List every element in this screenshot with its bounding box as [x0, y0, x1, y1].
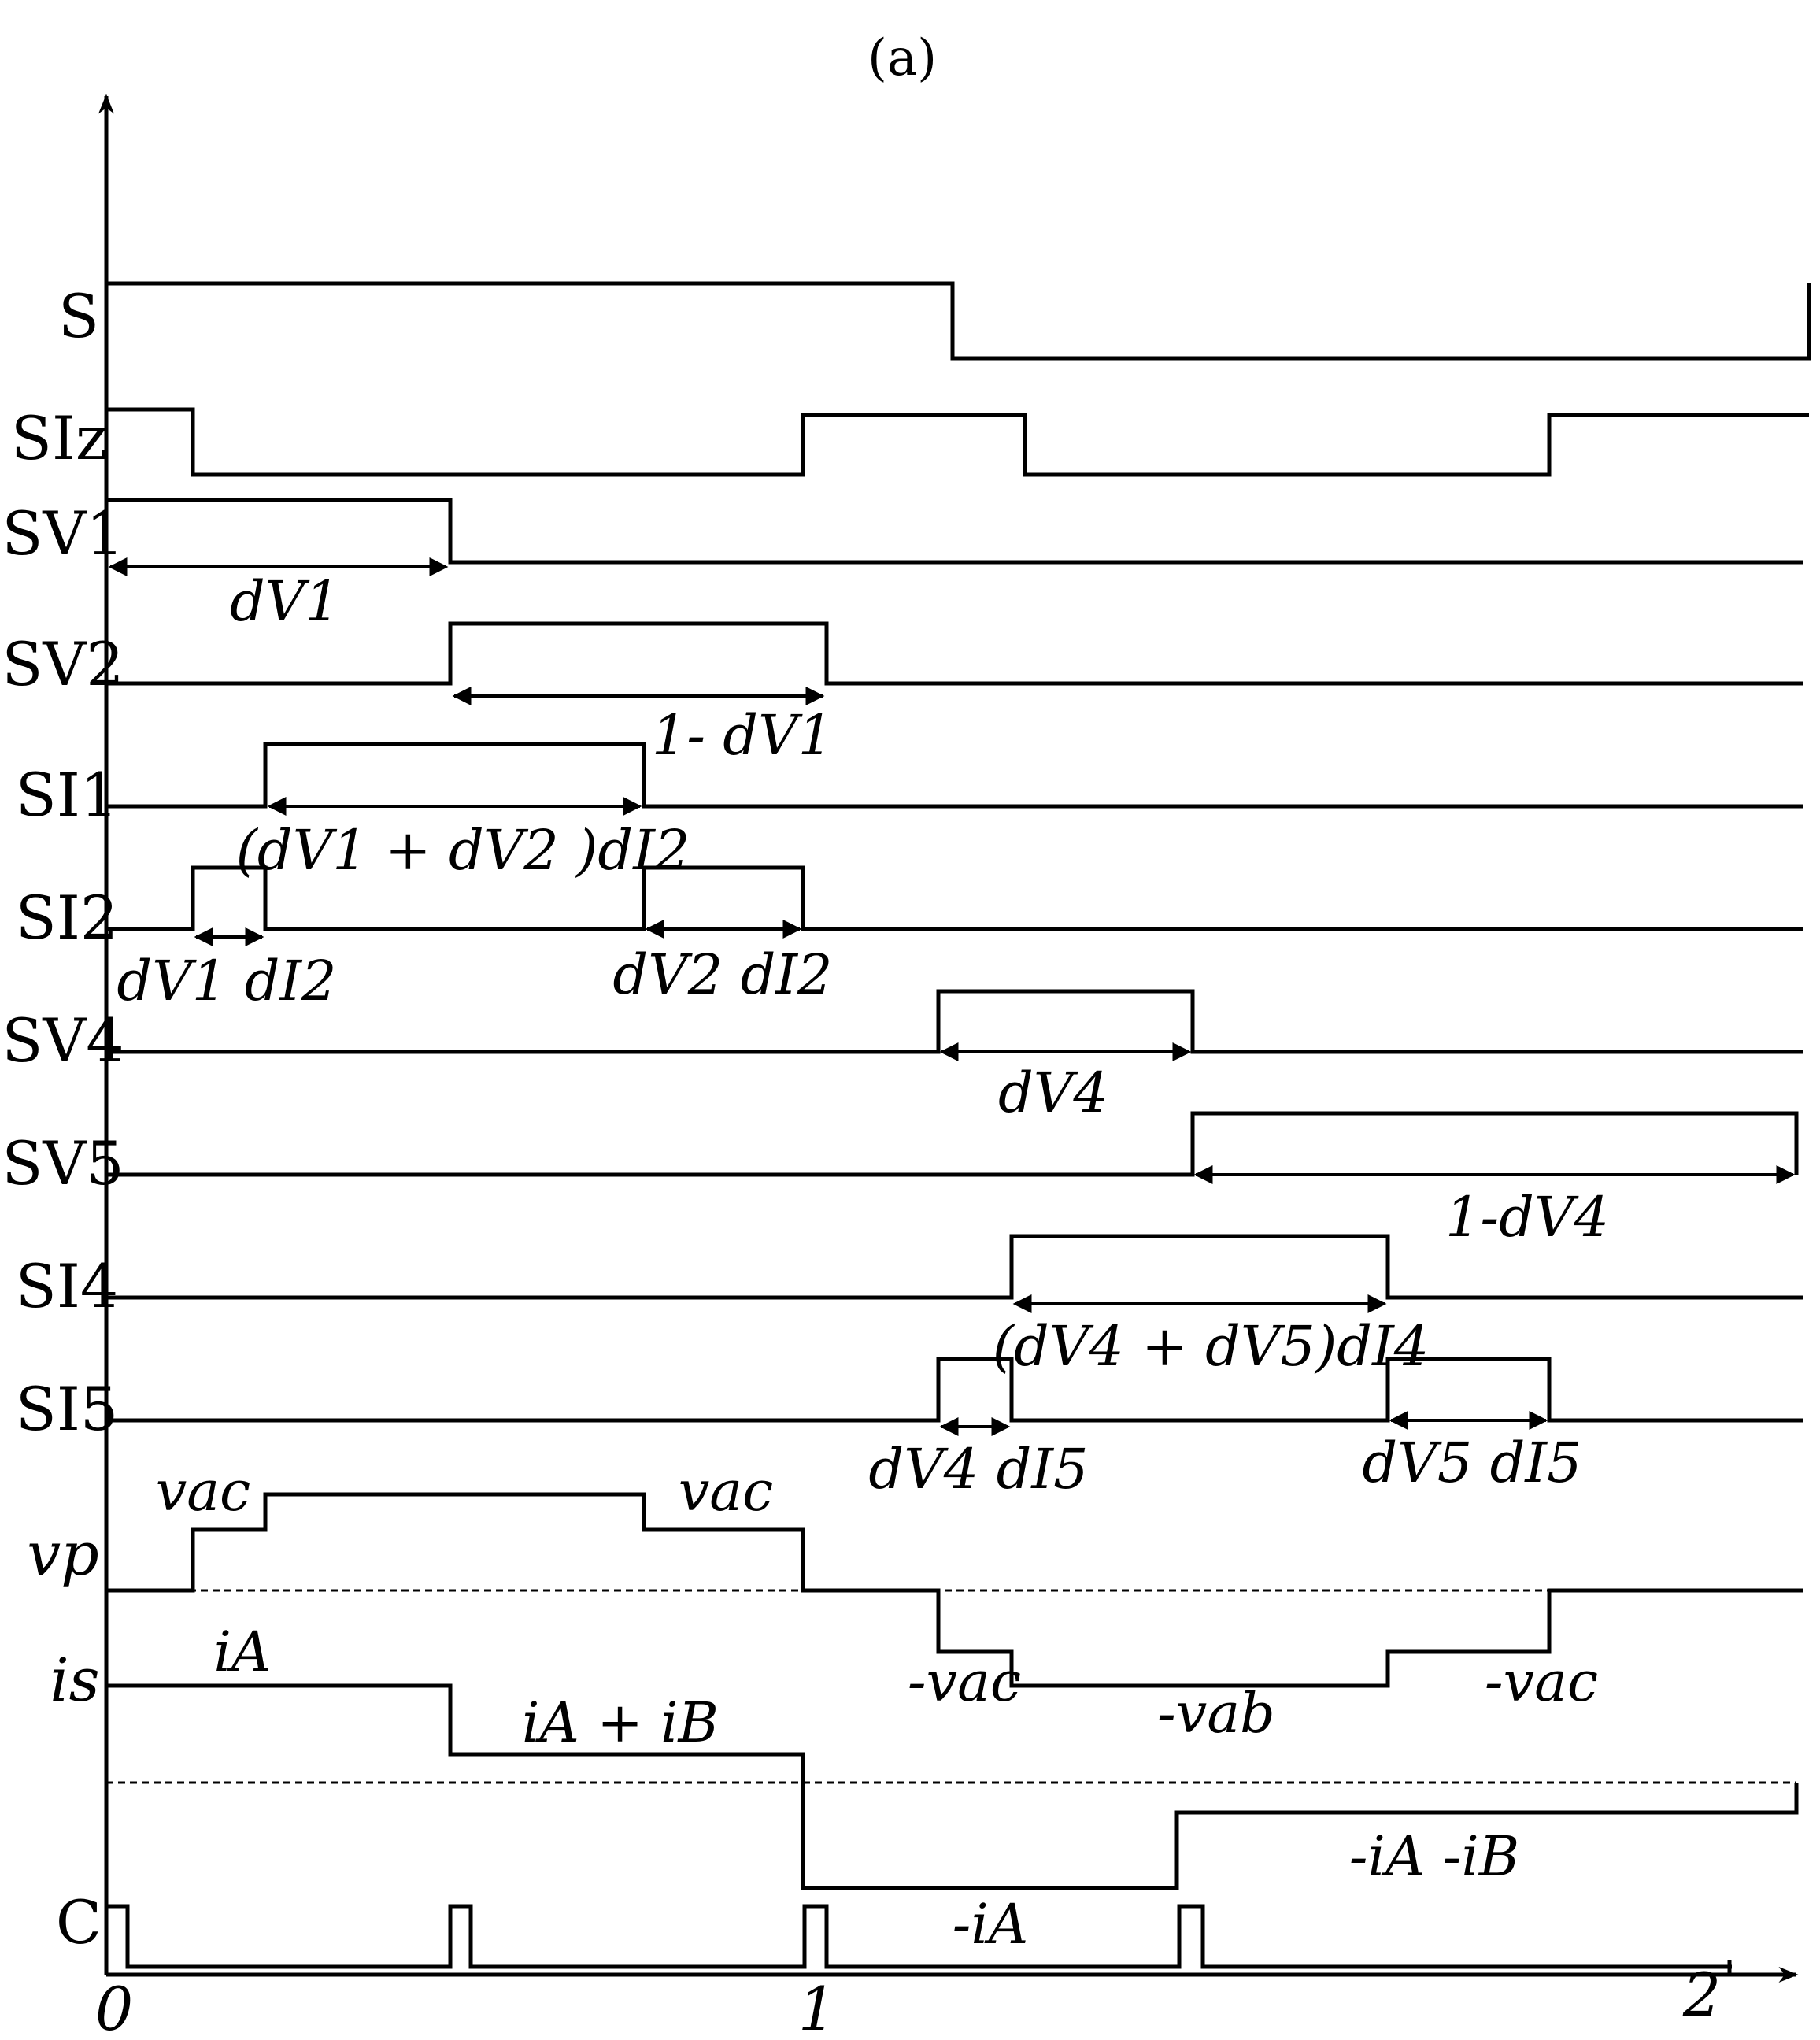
label-neg-iA-neg-iB: -iA -iB [1349, 1824, 1519, 1889]
waveform-SI1 [106, 742, 1803, 809]
label-dV4dI5: dV4 dI5 [868, 1437, 1088, 1501]
tick-label-1: 1 [798, 1974, 836, 2040]
row-label-SI5: SI5 [16, 1374, 118, 1444]
waveform-is [106, 1683, 1799, 1890]
label-dV4: dV4 [998, 1061, 1108, 1125]
row-label-S: S [58, 281, 99, 351]
label-dV2dI2: dV2 dI2 [612, 942, 832, 1007]
row-label-SV5: SV5 [2, 1128, 124, 1198]
waveforms [104, 281, 1811, 1969]
label-neg-iA: -iA [953, 1892, 1029, 1957]
annotations: dV1 1- dV1 (dV1 + dV2 )dI2 dV1 dI2 dV2 d… [117, 569, 1609, 1957]
label-neg-vac-1: -vac [908, 1649, 1021, 1714]
row-label-C: C [56, 1887, 102, 1957]
label-dV4-dV5-dI4: (dV4 + dV5)dI4 [993, 1314, 1430, 1379]
waveform-SV4 [106, 989, 1803, 1054]
label-dV5dI5: dV5 dI5 [1362, 1431, 1581, 1495]
waveform-SV5 [106, 1111, 1799, 1177]
row-label-SI4: SI4 [16, 1251, 118, 1321]
waveform-SI4 [106, 1234, 1803, 1300]
label-vac-2: vac [679, 1459, 773, 1524]
row-label-SV2: SV2 [2, 629, 124, 699]
label-1-minus-dV4: 1-dV4 [1445, 1185, 1609, 1250]
label-iA-plus-iB: iA + iB [522, 1690, 719, 1755]
row-label-SIz: SIz [11, 403, 107, 473]
waveform-SI2 [106, 865, 1803, 931]
row-labels: S SIz SV1 SV2 SI1 SI2 SV4 SV5 SI4 SI5 vp… [2, 281, 124, 1957]
waveform-SIz [104, 407, 1809, 477]
waveform-SV1 [106, 498, 1803, 565]
figure-title: (a) [867, 29, 937, 87]
waveform-SI5 [106, 1357, 1803, 1423]
tick-label-2: 2 [1682, 1960, 1721, 2030]
duration-arrows [108, 557, 1796, 1436]
row-label-vp: vp [27, 1519, 99, 1589]
waveform-S [106, 281, 1811, 361]
label-neg-vac-2: -vac [1485, 1649, 1598, 1714]
label-vac-1: vac [156, 1459, 250, 1524]
label-1-minus-dV1: 1- dV1 [652, 703, 833, 768]
waveform-vp [106, 1492, 1803, 1688]
label-neg-vab: -vab [1157, 1681, 1275, 1746]
waveform-SV2 [106, 621, 1803, 686]
row-label-SV4: SV4 [2, 1005, 124, 1076]
label-dV1: dV1 [230, 569, 340, 634]
row-label-SV1: SV1 [2, 498, 124, 568]
label-dV1-dV2-dI2: (dV1 + dV2 )dI2 [236, 818, 690, 883]
row-label-SI1: SI1 [16, 760, 118, 830]
row-label-SI2: SI2 [16, 883, 118, 953]
label-dV1dI2: dV1 dI2 [117, 949, 336, 1013]
waveform-C [106, 1904, 1732, 1969]
tick-label-0: 0 [95, 1974, 133, 2040]
label-iA: iA [214, 1620, 272, 1684]
row-label-is: is [50, 1645, 99, 1715]
